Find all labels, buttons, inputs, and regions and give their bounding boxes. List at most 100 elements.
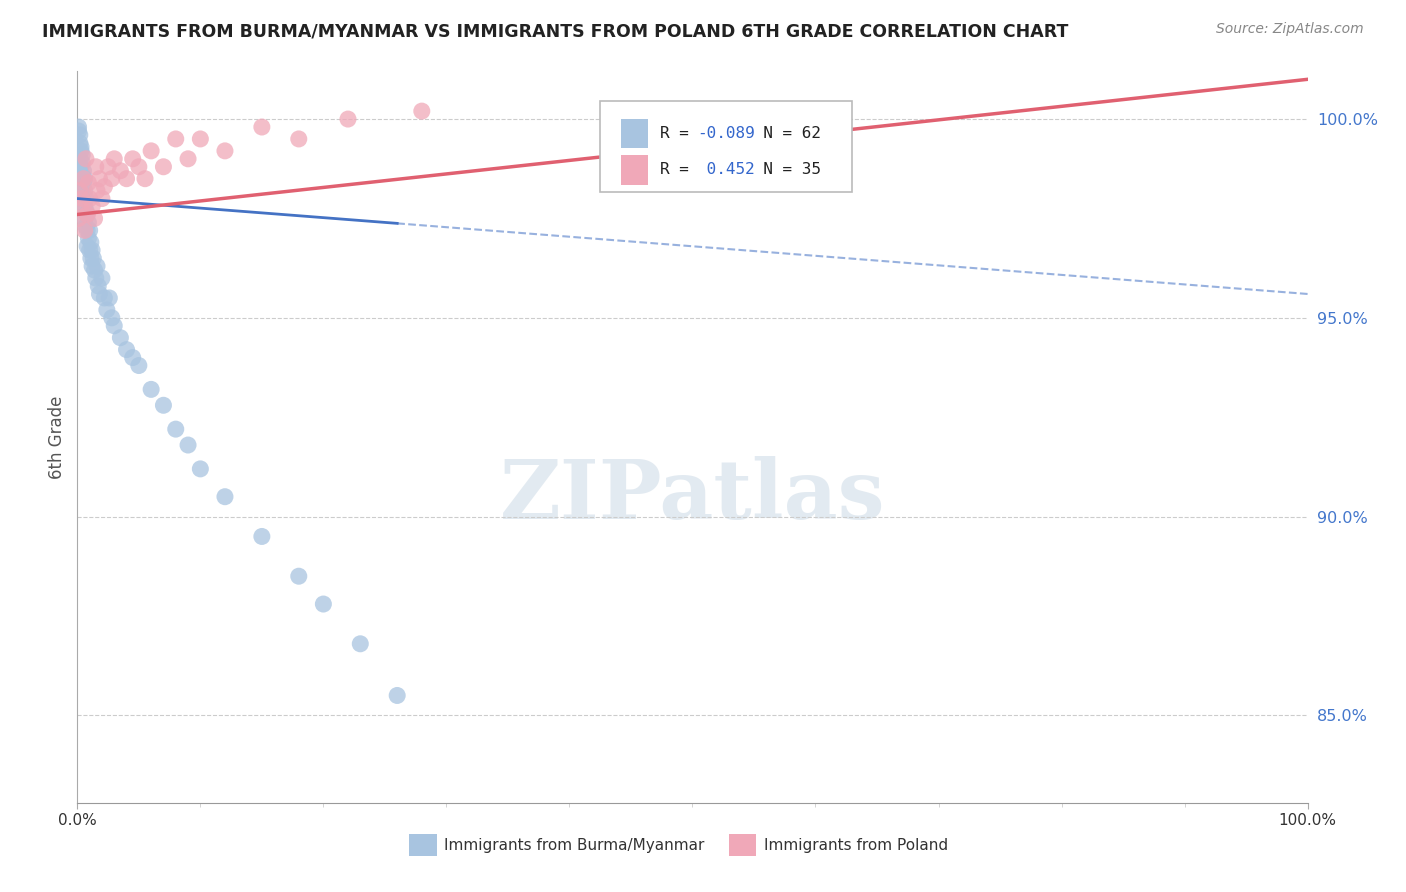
Point [67,211,90,226]
Text: Immigrants from Burma/Myanmar: Immigrants from Burma/Myanmar [444,838,704,853]
Point [70,155,93,169]
Point [177,152,200,166]
Point [141,383,163,397]
Point [115,343,138,357]
Point [69,152,91,166]
Point [214,144,236,158]
Point [73,184,96,198]
Point [83,263,105,277]
Point [93,291,115,305]
Point [77,176,100,190]
Point [128,160,150,174]
Point [75,192,97,206]
Point [72,176,94,190]
Text: R =: R = [661,126,699,141]
Point [84,271,107,285]
Point [101,171,124,186]
Point [128,359,150,373]
Point [214,490,236,504]
Point [70,200,93,214]
Point [141,144,163,158]
Point [76,239,98,253]
Point [80,235,103,250]
Point [79,223,101,237]
Point [82,251,104,265]
Text: 0.452: 0.452 [697,162,755,178]
Point [76,223,98,237]
Text: IMMIGRANTS FROM BURMA/MYANMAR VS IMMIGRANTS FROM POLAND 6TH GRADE CORRELATION CH: IMMIGRANTS FROM BURMA/MYANMAR VS IMMIGRA… [42,22,1069,40]
Point [385,689,409,703]
Text: -0.089: -0.089 [697,126,755,141]
Point [80,251,103,265]
Text: N = 35: N = 35 [744,162,821,178]
Point [98,291,121,305]
Point [70,192,93,206]
Point [76,207,98,221]
Point [90,271,114,285]
Point [115,171,138,186]
Point [73,200,96,214]
Point [177,438,200,452]
Point [288,132,311,146]
Point [411,104,433,119]
Point [250,529,273,543]
Point [90,192,114,206]
Point [72,200,94,214]
Point [165,422,187,436]
Point [67,124,90,138]
Bar [730,834,756,856]
Point [75,152,97,166]
Point [69,128,91,142]
Point [110,163,132,178]
Bar [409,834,437,856]
Y-axis label: 6th Grade: 6th Grade [48,395,66,479]
Point [73,211,96,226]
Point [188,462,212,476]
Text: Source: ZipAtlas.com: Source: ZipAtlas.com [1216,22,1364,37]
Point [110,331,132,345]
Point [86,259,108,273]
Point [69,184,91,198]
Point [288,569,311,583]
Point [89,287,111,301]
Point [89,171,111,186]
Point [86,184,108,198]
Point [152,160,174,174]
Point [312,597,335,611]
Point [134,171,156,186]
Point [103,152,125,166]
Bar [621,120,648,148]
Point [84,160,107,174]
Point [76,207,98,221]
Point [70,184,93,198]
Text: ZIPatlas: ZIPatlas [499,456,886,535]
Point [73,171,96,186]
Text: N = 62: N = 62 [744,126,821,141]
Point [70,144,93,158]
Bar [621,155,648,185]
Point [72,163,94,178]
Point [82,200,104,214]
Point [77,231,100,245]
Point [97,160,120,174]
Point [73,223,96,237]
Point [121,152,143,166]
Point [70,160,93,174]
Point [121,351,143,365]
Point [70,140,93,154]
Point [103,318,125,333]
Text: R =: R = [661,162,699,178]
Point [70,148,93,162]
Point [70,171,93,186]
Point [152,398,174,412]
Point [83,211,105,226]
Point [250,120,273,134]
Point [70,168,93,182]
Point [337,112,360,126]
Point [79,192,101,206]
Point [77,215,100,229]
Point [96,302,118,317]
Point [93,179,115,194]
Point [87,279,110,293]
Point [79,244,101,258]
